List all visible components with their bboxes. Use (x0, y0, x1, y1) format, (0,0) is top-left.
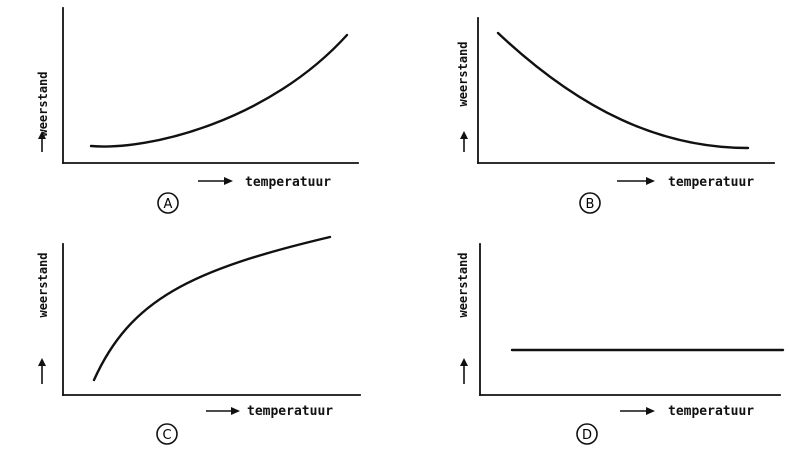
panel-b: weerstand temperatuur B (456, 17, 775, 214)
panel-a-letter: A (164, 197, 173, 212)
panel-c-x-arrow-icon (206, 407, 240, 415)
panel-a: weerstand temperatuur A (36, 7, 359, 214)
panel-c-letter: C (162, 428, 171, 443)
panel-d-x-arrow-icon (620, 407, 655, 415)
panel-c: weerstand temperatuur C (36, 235, 361, 445)
panel-c-y-label: weerstand (36, 252, 50, 317)
panel-b-x-label: temperatuur (668, 175, 754, 190)
panel-b-letter-badge: B (579, 192, 601, 214)
panel-a-y-arrow-icon (38, 131, 46, 152)
panel-d-letter: D (582, 428, 592, 443)
panel-c-curve (92, 235, 332, 382)
panel-b-x-arrow-icon (617, 177, 655, 185)
panel-a-curve (89, 33, 349, 148)
panel-b-curve (496, 31, 750, 150)
panel-a-y-label: weerstand (36, 71, 50, 136)
panel-c-x-label: temperatuur (247, 404, 333, 419)
panel-d: weerstand temperatuur D (456, 243, 785, 445)
panel-c-letter-badge: C (156, 423, 178, 445)
panel-a-letter-badge: A (157, 192, 179, 214)
panel-b-y-label: weerstand (456, 41, 470, 106)
panel-a-x-label: temperatuur (245, 175, 331, 190)
panel-a-x-arrow-icon (198, 177, 233, 185)
panel-b-y-arrow-icon (460, 131, 468, 152)
panel-d-y-arrow-icon (460, 358, 468, 384)
panel-d-x-label: temperatuur (668, 404, 754, 419)
panel-b-letter: B (586, 197, 595, 212)
panel-c-y-arrow-icon (38, 358, 46, 384)
panel-d-letter-badge: D (576, 423, 598, 445)
panel-d-y-label: weerstand (456, 252, 470, 317)
